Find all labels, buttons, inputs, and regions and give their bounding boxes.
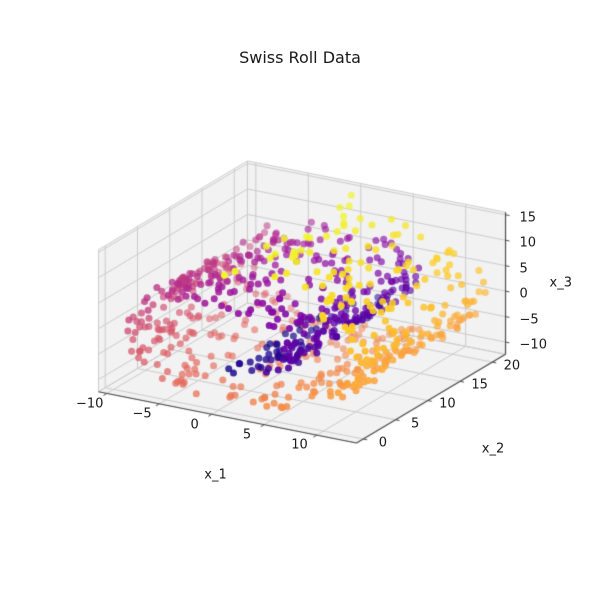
figure: Swiss Roll Data −10−5051005101520−10−505…: [0, 0, 600, 600]
plot-canvas: [0, 0, 600, 600]
